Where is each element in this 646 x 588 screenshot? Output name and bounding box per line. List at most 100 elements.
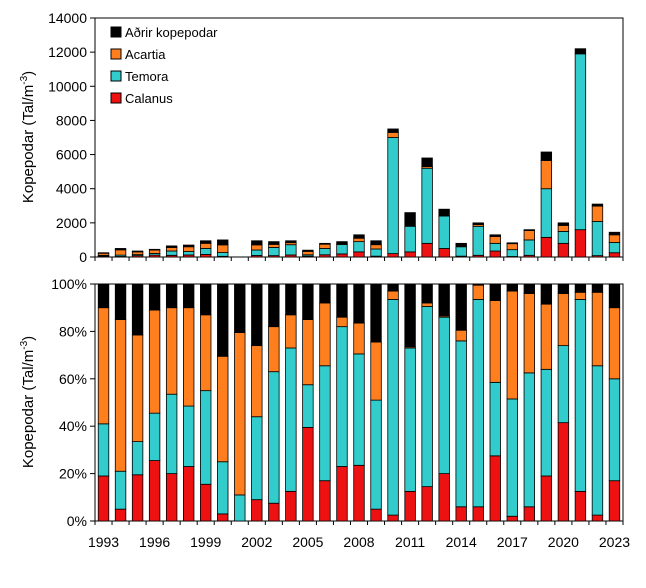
- top-bar-adrir-2015: [472, 222, 484, 225]
- bottom-bar-adrir-2013: [438, 283, 450, 317]
- bottom-bar-temora-2001: [234, 494, 246, 522]
- top-bar-temora-2021: [574, 53, 587, 231]
- top-bar-temora-2011: [404, 225, 416, 253]
- bottom-bar-acartia-2021: [574, 291, 587, 300]
- top-bar-temora-2013: [438, 215, 450, 249]
- bottom-bar-temora-2022: [591, 365, 604, 516]
- top-bar-adrir-2000: [217, 239, 229, 246]
- bottom-bar-temora-2006: [319, 365, 331, 482]
- top-y-tick-label: 8000: [56, 112, 87, 128]
- bottom-bar-acartia-2012: [421, 302, 433, 307]
- top-bar-acartia-2002: [251, 244, 263, 251]
- bottom-bar-adrir-2011: [404, 283, 416, 348]
- top-bar-acartia-2000: [217, 244, 229, 253]
- bottom-bar-temora-1999: [200, 390, 212, 485]
- top-bar-temora-1998: [182, 251, 195, 256]
- bottom-bar-adrir-2005: [302, 283, 314, 320]
- top-bar-adrir-2004: [285, 240, 297, 244]
- bottom-bar-temora-1997: [165, 393, 178, 475]
- top-bar-adrir-2017: [506, 242, 518, 245]
- top-y-axis-title-exp: -3: [19, 75, 30, 84]
- top-bars: [94, 48, 624, 261]
- bottom-bar-acartia-1993: [97, 307, 110, 425]
- bottom-bar-adrir-1998: [182, 283, 195, 309]
- bottom-bar-acartia-2001: [234, 332, 246, 496]
- top-bar-calanus-2007: [336, 253, 348, 258]
- bottom-bar-calanus-2014: [455, 506, 467, 522]
- top-bar-adrir-2013: [438, 208, 450, 217]
- bottom-bar-temora-2000: [217, 461, 229, 515]
- bottom-bar-acartia-2016: [489, 300, 501, 383]
- bottom-y-tick-label: 80%: [59, 323, 87, 339]
- bottom-y-tick-label: 40%: [59, 418, 87, 434]
- bottom-x-tick-label: 2023: [599, 534, 630, 550]
- bottom-bar-calanus-1995: [131, 474, 144, 522]
- bottom-bar-temora-2012: [421, 306, 433, 488]
- bottom-x-tick-label: 1996: [139, 534, 170, 550]
- top-y-tick-label: 12000: [48, 44, 87, 60]
- bottom-y-tick-label: 20%: [59, 466, 87, 482]
- bottom-bar-adrir-2007: [336, 283, 348, 318]
- bottom-bar-acartia-2007: [336, 316, 348, 328]
- bottom-bar-temora-2007: [336, 326, 348, 467]
- bottom-bar-acartia-1998: [182, 307, 195, 407]
- bottom-bar-adrir-2008: [353, 283, 365, 324]
- top-bar-adrir-2021: [574, 48, 587, 55]
- bottom-y-tick-label: 0%: [67, 513, 87, 529]
- top-bar-calanus-2010: [387, 253, 399, 258]
- top-bar-adrir-1996: [148, 248, 161, 251]
- bottom-bar-calanus-2000: [217, 513, 229, 522]
- top-bar-temora-2023: [608, 242, 621, 254]
- legend: Aðrir kopepodar Acartia Temora Calanus: [110, 25, 218, 106]
- bottom-bar-temora-2016: [489, 381, 501, 457]
- top-bar-acartia-1998: [182, 246, 195, 252]
- top-bar-adrir-2002: [251, 240, 263, 246]
- top-bar-temora-2004: [285, 244, 297, 256]
- bottom-bar-calanus-1996: [148, 460, 161, 522]
- top-y-tick-label: 4000: [56, 181, 87, 197]
- bottom-bar-acartia-1996: [148, 309, 161, 414]
- top-bar-calanus-2008: [353, 251, 365, 258]
- bottom-bar-temora-2019: [540, 368, 553, 477]
- bottom-bar-calanus-2004: [285, 490, 297, 522]
- bottom-bar-calanus-2016: [489, 455, 501, 522]
- bottom-bar-temora-2005: [302, 384, 314, 428]
- bottom-bar-adrir-1996: [148, 283, 161, 311]
- bottom-bar-adrir-2003: [268, 283, 280, 328]
- top-bar-temora-2009: [370, 248, 382, 257]
- bottom-bar-adrir-2001: [234, 283, 246, 333]
- top-bar-adrir-2020: [557, 222, 570, 226]
- top-bar-acartia-1995: [131, 251, 144, 256]
- bottom-bar-adrir-1997: [165, 283, 178, 309]
- bottom-bar-acartia-2019: [540, 303, 553, 370]
- top-bar-adrir-1995: [131, 250, 144, 253]
- bottom-x-tick-label: 2014: [446, 534, 477, 550]
- top-bar-acartia-2003: [268, 243, 280, 248]
- bottom-bar-acartia-2010: [387, 290, 399, 300]
- top-bar-calanus-2023: [608, 252, 621, 258]
- legend-label-calanus: Calanus: [125, 91, 173, 106]
- top-bar-temora-2020: [557, 230, 570, 244]
- bottom-bar-adrir-2010: [387, 283, 399, 292]
- top-y-axis-title: Kopepodar (Tal/m-3): [19, 71, 37, 203]
- bottom-x-tick-label: 2002: [241, 534, 272, 550]
- bottom-bar-adrir-1999: [200, 283, 212, 316]
- top-y-axis-ticks: 0 2000 4000 6000 8000 10000 12000 14000: [48, 10, 95, 265]
- bottom-bar-adrir-1995: [131, 283, 144, 336]
- bottom-bar-adrir-2016: [489, 283, 501, 301]
- bottom-bar-calanus-2017: [506, 515, 518, 522]
- bottom-x-tick-label: 1999: [190, 534, 221, 550]
- top-bar-adrir-2008: [353, 234, 365, 239]
- bottom-bar-adrir-2019: [540, 283, 553, 305]
- top-bar-temora-1997: [165, 250, 178, 256]
- top-bar-temora-2003: [268, 247, 280, 257]
- top-bar-acartia-2023: [608, 234, 621, 243]
- top-bar-calanus-2011: [404, 251, 416, 258]
- top-bar-temora-1999: [200, 248, 212, 255]
- top-bar-calanus-2013: [438, 248, 450, 258]
- top-bar-acartia-2010: [387, 131, 399, 138]
- bottom-bar-calanus-2022: [591, 514, 604, 522]
- bottom-bar-temora-2010: [387, 299, 399, 516]
- top-bar-acartia-1997: [165, 247, 178, 252]
